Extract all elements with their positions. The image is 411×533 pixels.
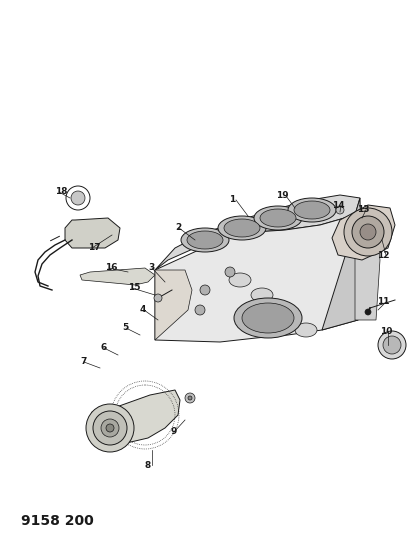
Polygon shape (80, 268, 155, 285)
Text: 3: 3 (148, 263, 154, 272)
Polygon shape (322, 198, 362, 330)
Text: 19: 19 (276, 191, 288, 200)
Ellipse shape (260, 209, 296, 227)
Ellipse shape (242, 303, 294, 333)
Text: 10: 10 (380, 327, 392, 336)
Polygon shape (355, 215, 380, 320)
Circle shape (93, 411, 127, 445)
Text: 9: 9 (170, 427, 176, 437)
Circle shape (344, 208, 392, 256)
Polygon shape (332, 205, 395, 260)
Ellipse shape (224, 219, 260, 237)
Polygon shape (155, 215, 358, 342)
Text: 11: 11 (377, 297, 390, 306)
Ellipse shape (288, 198, 336, 222)
Ellipse shape (251, 288, 273, 302)
Ellipse shape (187, 231, 223, 249)
Polygon shape (65, 218, 120, 248)
Text: 2: 2 (175, 223, 181, 232)
Ellipse shape (229, 273, 251, 287)
Ellipse shape (295, 323, 317, 337)
Text: 7: 7 (80, 358, 86, 367)
Ellipse shape (218, 216, 266, 240)
Ellipse shape (181, 228, 229, 252)
Circle shape (336, 206, 344, 214)
Circle shape (383, 336, 401, 354)
Circle shape (378, 331, 406, 359)
Text: 9158 200: 9158 200 (21, 514, 93, 528)
Ellipse shape (294, 201, 330, 219)
Text: 15: 15 (128, 284, 141, 293)
Circle shape (195, 305, 205, 315)
Polygon shape (155, 195, 360, 270)
Circle shape (225, 267, 235, 277)
Text: 8: 8 (145, 461, 151, 470)
Text: 1: 1 (229, 196, 235, 205)
Ellipse shape (273, 305, 295, 319)
Circle shape (154, 294, 162, 302)
Polygon shape (155, 270, 192, 340)
Circle shape (365, 309, 371, 315)
Circle shape (101, 419, 119, 437)
Text: 12: 12 (377, 251, 390, 260)
Circle shape (185, 393, 195, 403)
Circle shape (71, 191, 85, 205)
Ellipse shape (234, 298, 302, 338)
Text: 5: 5 (122, 324, 128, 333)
Circle shape (352, 216, 384, 248)
Polygon shape (88, 390, 180, 448)
Text: 16: 16 (105, 263, 118, 272)
Circle shape (200, 285, 210, 295)
Circle shape (360, 224, 376, 240)
Text: 18: 18 (55, 188, 67, 197)
Circle shape (188, 396, 192, 400)
Text: 14: 14 (332, 200, 345, 209)
Circle shape (106, 424, 114, 432)
Text: 6: 6 (100, 343, 106, 352)
Ellipse shape (254, 206, 302, 230)
Circle shape (86, 404, 134, 452)
Text: 13: 13 (358, 206, 370, 214)
Text: 4: 4 (140, 305, 146, 314)
Text: 17: 17 (88, 244, 101, 253)
